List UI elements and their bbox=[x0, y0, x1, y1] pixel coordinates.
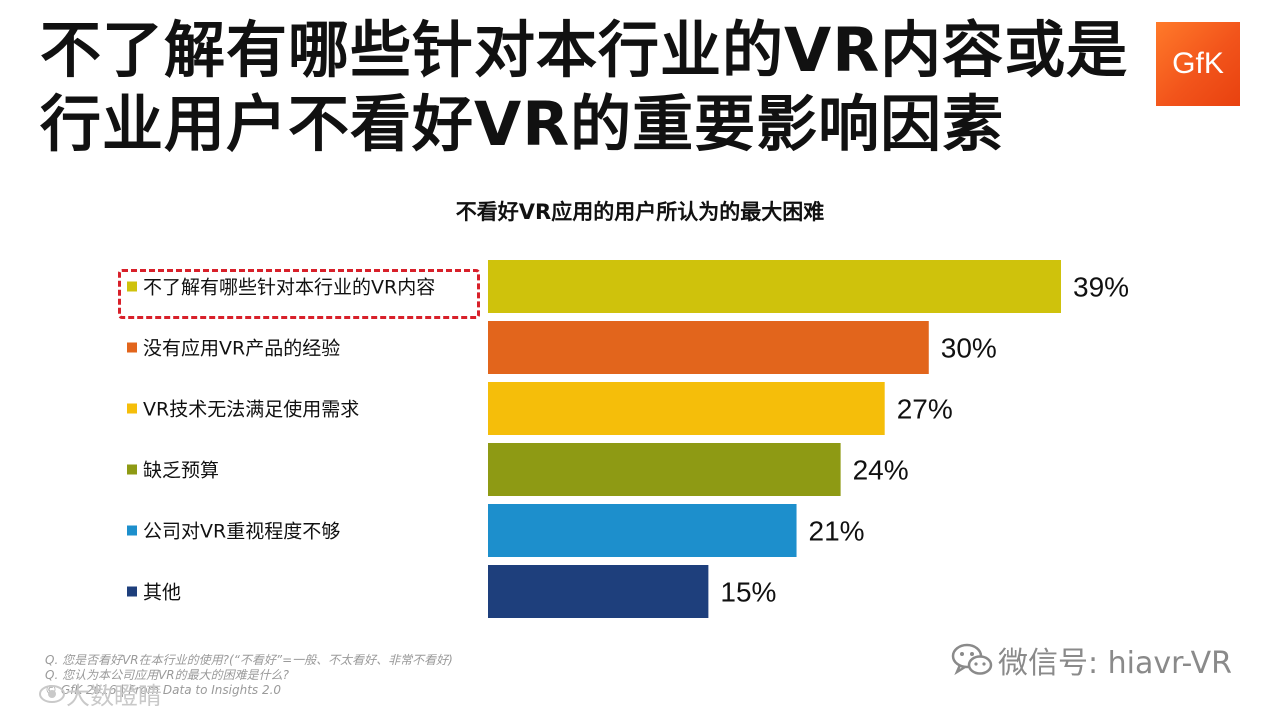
footnote: Q. 您是否看好VR在本行业的使用?(“不看好”=一般、不太看好、非常不看好) … bbox=[45, 653, 453, 698]
corner-watermark-text: 大数瞪睛 bbox=[66, 682, 162, 710]
category-marker-5 bbox=[127, 586, 137, 597]
category-label-2: VR技术无法满足使用需求 bbox=[143, 399, 359, 421]
main-title: 不了解有哪些针对本行业的VR内容或是 行业用户不看好VR的重要影响因素 bbox=[40, 14, 1160, 162]
category-marker-1 bbox=[127, 342, 137, 353]
bar-4 bbox=[488, 504, 797, 557]
category-label-1: 没有应用VR产品的经验 bbox=[143, 338, 340, 360]
highlight-dashed-box bbox=[118, 269, 480, 319]
category-marker-3 bbox=[127, 464, 137, 475]
value-label-3: 24% bbox=[853, 455, 909, 486]
category-marker-4 bbox=[127, 525, 137, 536]
category-marker-2 bbox=[127, 403, 137, 414]
main-title-line-1: 不了解有哪些针对本行业的VR内容或是 bbox=[40, 15, 1129, 86]
category-label-4: 公司对VR重视程度不够 bbox=[143, 521, 340, 543]
eye-icon bbox=[39, 684, 65, 703]
footnote-line-2: Q. 您认为本公司应用VR的最大的困难是什么? bbox=[45, 668, 289, 682]
footnote-line-3: © GfK 2016 | From Data to Insights 2.0 bbox=[45, 683, 282, 697]
value-label-0: 39% bbox=[1073, 272, 1129, 303]
bar-5 bbox=[488, 565, 709, 618]
value-label-5: 15% bbox=[720, 577, 776, 608]
wechat-icon bbox=[951, 643, 993, 676]
gfk-logo-text: GfK bbox=[1172, 47, 1224, 80]
main-title-line-2: 行业用户不看好VR的重要影响因素 bbox=[40, 89, 1005, 160]
bar-2 bbox=[488, 382, 885, 435]
bar-1 bbox=[488, 321, 929, 374]
wechat-id: 微信号: hiavr-VR bbox=[998, 646, 1232, 681]
value-label-2: 27% bbox=[897, 394, 953, 425]
chart-title: 不看好VR应用的用户所认为的最大困难 bbox=[455, 200, 825, 224]
category-label-0: 不了解有哪些针对本行业的VR内容 bbox=[143, 277, 435, 299]
category-label-5: 其他 bbox=[143, 582, 181, 604]
category-label-3: 缺乏预算 bbox=[143, 460, 219, 482]
footnote-line-1: Q. 您是否看好VR在本行业的使用?(“不看好”=一般、不太看好、非常不看好) bbox=[45, 653, 453, 667]
category-marker-0 bbox=[127, 281, 137, 292]
gfk-logo: GfK bbox=[1156, 22, 1240, 106]
bar-3 bbox=[488, 443, 841, 496]
corner-watermark: 大数瞪睛 bbox=[38, 676, 162, 711]
value-label-1: 30% bbox=[941, 333, 997, 364]
bar-0 bbox=[488, 260, 1061, 313]
value-label-4: 21% bbox=[809, 516, 865, 547]
wechat-watermark: 微信号: hiavr-VR bbox=[950, 640, 1232, 681]
